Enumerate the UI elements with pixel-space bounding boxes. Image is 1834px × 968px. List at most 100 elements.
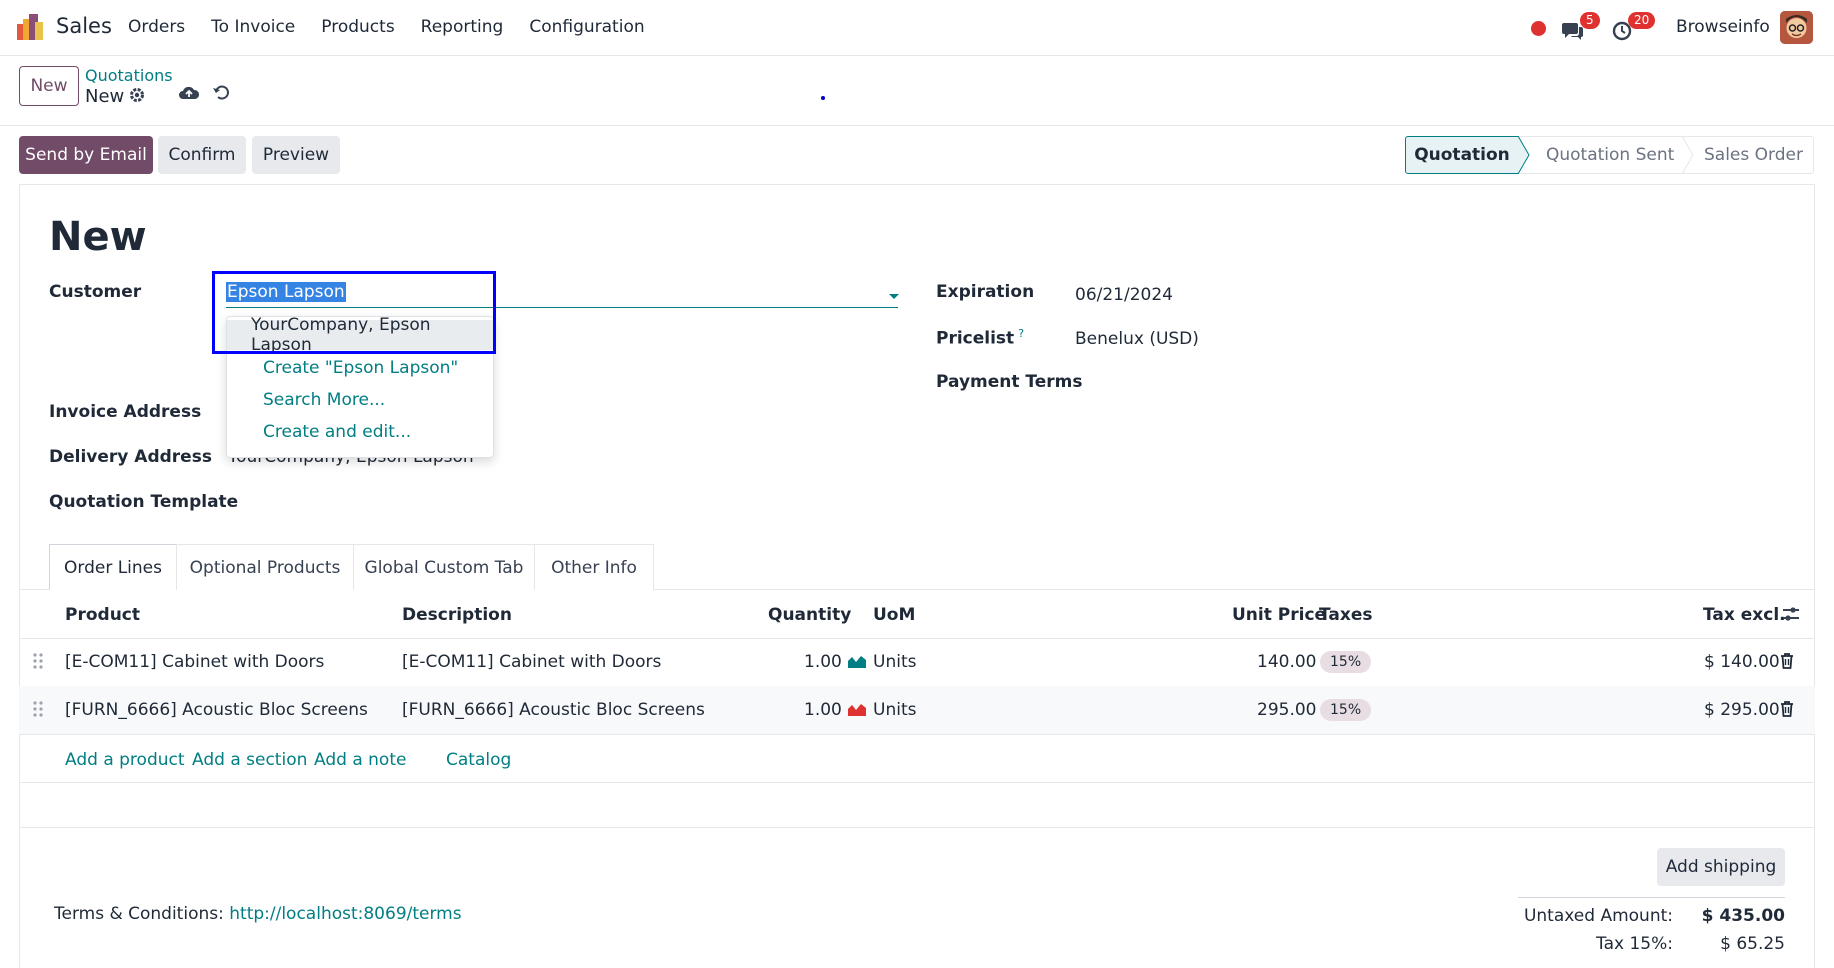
- menu-products[interactable]: Products: [321, 17, 395, 37]
- pricelist-value[interactable]: Benelux (USD): [1075, 329, 1199, 349]
- row-divider: [19, 734, 1815, 735]
- add-note-link[interactable]: Add a note: [314, 750, 407, 770]
- confirm-button[interactable]: Confirm: [158, 136, 246, 174]
- expiration-label: Expiration: [936, 282, 1035, 302]
- drag-handle-icon[interactable]: [33, 700, 43, 718]
- status-quotation[interactable]: Quotation: [1405, 136, 1519, 174]
- forecast-chart-icon[interactable]: [848, 702, 866, 716]
- new-record-button[interactable]: New: [19, 66, 79, 106]
- row-uom[interactable]: Units: [873, 652, 917, 672]
- header-divider: [19, 638, 1815, 639]
- tax-badge[interactable]: 15%: [1320, 651, 1372, 673]
- expiration-value[interactable]: 06/21/2024: [1075, 285, 1173, 305]
- chat-icon: [1562, 23, 1583, 40]
- col-product[interactable]: Product: [65, 605, 140, 625]
- autocomplete-search-more[interactable]: Search More...: [263, 390, 386, 410]
- menu-configuration[interactable]: Configuration: [529, 17, 645, 37]
- customer-autocomplete-dropdown: YourCompany, Epson Lapson Create "Epson …: [226, 315, 494, 458]
- activities-count-badge: 20: [1628, 12, 1656, 29]
- untaxed-amount-label: Untaxed Amount:: [1523, 906, 1673, 926]
- catalog-link[interactable]: Catalog: [446, 750, 512, 770]
- terms-and-conditions: Terms & Conditions: http://localhost:806…: [54, 904, 462, 924]
- totals-divider: [1518, 897, 1785, 898]
- pricelist-help-icon[interactable]: ?: [1018, 327, 1025, 340]
- top-navbar: Sales Orders To Invoice Products Reporti…: [0, 0, 1834, 56]
- table-footer-divider: [19, 782, 1815, 783]
- col-uom[interactable]: UoM: [873, 605, 916, 625]
- send-by-email-button[interactable]: Send by Email: [19, 136, 153, 174]
- col-unit-price[interactable]: Unit Price: [1232, 605, 1327, 625]
- forecast-chart-icon[interactable]: [848, 654, 866, 668]
- customer-input-value[interactable]: Epson Lapson: [226, 282, 346, 302]
- row-uom[interactable]: Units: [873, 700, 917, 720]
- pricelist-label-text: Pricelist: [936, 328, 1015, 349]
- delivery-address-label: Delivery Address: [49, 447, 212, 467]
- row-hover-background: [19, 686, 1815, 734]
- table-footer-divider: [19, 827, 1815, 828]
- optional-columns-icon[interactable]: [1782, 606, 1800, 622]
- breadcrumb-quotations[interactable]: Quotations: [85, 66, 173, 85]
- messages-count-badge: 5: [1580, 12, 1600, 29]
- menu-reporting[interactable]: Reporting: [420, 17, 504, 37]
- add-section-link[interactable]: Add a section: [192, 750, 308, 770]
- col-tax-excl[interactable]: Tax excl.: [1703, 605, 1786, 625]
- status-sales-order[interactable]: Sales Order: [1682, 136, 1814, 174]
- tab-global-custom[interactable]: Global Custom Tab: [353, 544, 535, 590]
- row-description[interactable]: [E-COM11] Cabinet with Doors: [402, 652, 662, 672]
- customer-input[interactable]: Epson Lapson: [226, 282, 898, 308]
- col-taxes[interactable]: Taxes: [1319, 605, 1373, 625]
- customer-dropdown-caret-icon[interactable]: [889, 294, 899, 299]
- trash-icon[interactable]: [1780, 653, 1794, 669]
- recording-indicator-icon[interactable]: [1531, 12, 1546, 44]
- user-avatar[interactable]: [1780, 11, 1813, 44]
- autocomplete-create-and-edit[interactable]: Create and edit...: [263, 422, 412, 442]
- activities-button[interactable]: 20: [1612, 12, 1662, 44]
- active-tab-gap: [50, 588, 176, 590]
- trash-icon[interactable]: [1780, 701, 1794, 717]
- autocomplete-create[interactable]: Create "Epson Lapson": [263, 358, 459, 378]
- discard-undo-icon[interactable]: [212, 84, 230, 102]
- cloud-save-icon[interactable]: [178, 84, 200, 102]
- add-product-link[interactable]: Add a product: [65, 750, 185, 770]
- menu-orders[interactable]: Orders: [128, 17, 186, 37]
- pricelist-label: Pricelist?: [936, 327, 1024, 349]
- drag-handle-icon[interactable]: [33, 652, 43, 670]
- loading-indicator: [821, 96, 825, 100]
- user-company-name[interactable]: Browseinfo: [1676, 17, 1770, 37]
- row-subtotal: $ 295.00: [1704, 700, 1780, 720]
- tax-amount-value: $ 65.25: [1720, 934, 1785, 954]
- control-panel-divider: [0, 125, 1834, 126]
- avatar-face-icon: [1780, 11, 1813, 44]
- row-product[interactable]: [E-COM11] Cabinet with Doors: [65, 652, 325, 672]
- terms-link[interactable]: http://localhost:8069/terms: [229, 904, 462, 924]
- app-name[interactable]: Sales: [56, 14, 112, 38]
- col-quantity[interactable]: Quantity: [768, 605, 852, 625]
- tab-order-lines[interactable]: Order Lines: [49, 544, 177, 590]
- row-unit-price[interactable]: 140.00: [1257, 652, 1317, 672]
- add-shipping-button[interactable]: Add shipping: [1657, 848, 1785, 886]
- untaxed-amount-value: $ 435.00: [1701, 906, 1785, 926]
- status-arrow-2: [1682, 136, 1694, 174]
- tab-other-info[interactable]: Other Info: [534, 544, 654, 590]
- customer-label: Customer: [49, 282, 142, 302]
- menu-to-invoice[interactable]: To Invoice: [211, 17, 296, 37]
- app-logo-icon[interactable]: [17, 14, 45, 40]
- gear-icon[interactable]: [128, 86, 146, 104]
- breadcrumb-current: New: [85, 86, 125, 107]
- row-description[interactable]: [FURN_6666] Acoustic Bloc Screens: [402, 700, 705, 720]
- tab-optional-products[interactable]: Optional Products: [176, 544, 354, 590]
- notebook-tabs: Order Lines Optional Products Global Cus…: [49, 544, 654, 590]
- messages-button[interactable]: 5: [1562, 12, 1602, 44]
- row-unit-price[interactable]: 295.00: [1257, 700, 1317, 720]
- tax-badge[interactable]: 15%: [1320, 699, 1372, 721]
- autocomplete-option[interactable]: YourCompany, Epson Lapson: [227, 315, 493, 355]
- tax-amount-label: Tax 15%:: [1596, 934, 1673, 954]
- row-product[interactable]: [FURN_6666] Acoustic Bloc Screens: [65, 700, 368, 720]
- row-quantity[interactable]: 1.00: [804, 700, 842, 720]
- quotation-template-label: Quotation Template: [49, 492, 239, 512]
- status-quotation-sent[interactable]: Quotation Sent: [1518, 136, 1682, 174]
- preview-button[interactable]: Preview: [252, 136, 340, 174]
- row-quantity[interactable]: 1.00: [804, 652, 842, 672]
- status-arrow-1: [1518, 136, 1530, 174]
- col-description[interactable]: Description: [402, 605, 512, 625]
